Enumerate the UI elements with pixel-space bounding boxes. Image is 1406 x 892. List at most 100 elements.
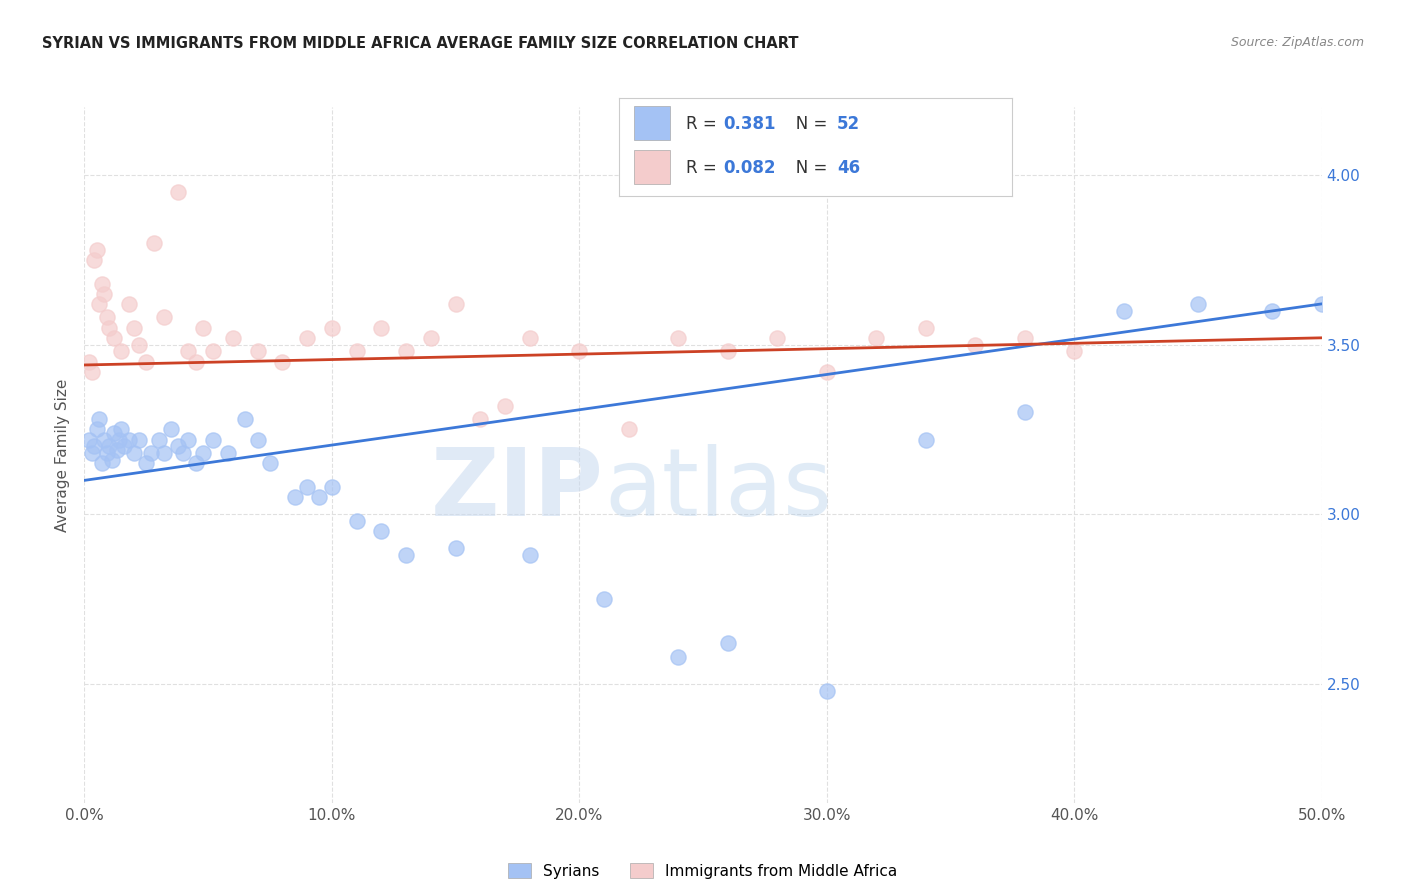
Text: N =: N = — [780, 159, 832, 177]
Point — [295, 331, 318, 345]
Point — [346, 514, 368, 528]
Point — [395, 344, 418, 359]
Point — [233, 412, 256, 426]
Point — [98, 320, 121, 334]
Text: 0.381: 0.381 — [723, 115, 776, 133]
Text: 0.082: 0.082 — [723, 159, 776, 177]
Point — [135, 457, 157, 471]
Point — [191, 320, 214, 334]
Point — [346, 344, 368, 359]
Point — [128, 337, 150, 351]
Point — [172, 446, 194, 460]
Bar — [634, 150, 669, 185]
Point — [259, 457, 281, 471]
Point — [494, 399, 516, 413]
Point — [419, 331, 441, 345]
Point — [1014, 405, 1036, 419]
Point — [1112, 303, 1135, 318]
Point — [370, 524, 392, 539]
Point — [191, 446, 214, 460]
Point — [202, 344, 225, 359]
Point — [666, 649, 689, 664]
Point — [865, 331, 887, 345]
Point — [79, 354, 101, 368]
Point — [141, 446, 163, 460]
Point — [105, 442, 128, 457]
Point — [108, 433, 131, 447]
Point — [98, 439, 121, 453]
Point — [1187, 297, 1209, 311]
Point — [142, 235, 165, 250]
Point — [815, 683, 838, 698]
Text: R =: R = — [686, 159, 721, 177]
Point — [160, 422, 183, 436]
Point — [79, 433, 101, 447]
Point — [148, 433, 170, 447]
Point — [593, 592, 616, 607]
Text: ZIP: ZIP — [432, 443, 605, 536]
Point — [1310, 297, 1333, 311]
Y-axis label: Average Family Size: Average Family Size — [55, 378, 70, 532]
Point — [717, 636, 740, 650]
Point — [717, 344, 740, 359]
Point — [152, 310, 174, 325]
Point — [118, 433, 141, 447]
Point — [1014, 331, 1036, 345]
Point — [568, 344, 591, 359]
Point — [295, 480, 318, 494]
Point — [128, 433, 150, 447]
Point — [308, 491, 330, 505]
Point — [100, 453, 122, 467]
Point — [321, 320, 343, 334]
Text: SYRIAN VS IMMIGRANTS FROM MIDDLE AFRICA AVERAGE FAMILY SIZE CORRELATION CHART: SYRIAN VS IMMIGRANTS FROM MIDDLE AFRICA … — [42, 36, 799, 51]
Point — [83, 439, 105, 453]
Point — [965, 337, 987, 351]
Point — [617, 422, 640, 436]
Point — [167, 185, 190, 199]
Point — [80, 365, 103, 379]
Point — [93, 433, 115, 447]
Point — [152, 446, 174, 460]
Point — [370, 320, 392, 334]
Point — [222, 331, 245, 345]
Point — [177, 433, 200, 447]
Point — [86, 422, 108, 436]
Point — [103, 425, 125, 440]
Legend: Syrians, Immigrants from Middle Africa: Syrians, Immigrants from Middle Africa — [509, 863, 897, 879]
Point — [271, 354, 294, 368]
Point — [815, 365, 838, 379]
Point — [470, 412, 492, 426]
Point — [284, 491, 307, 505]
Point — [321, 480, 343, 494]
Point — [86, 243, 108, 257]
Point — [110, 344, 132, 359]
Point — [89, 412, 111, 426]
Point — [766, 331, 789, 345]
Point — [118, 297, 141, 311]
Point — [96, 446, 118, 460]
Point — [246, 344, 269, 359]
Point — [444, 541, 467, 556]
Point — [519, 331, 541, 345]
Text: 52: 52 — [837, 115, 860, 133]
Point — [519, 548, 541, 562]
Point — [1261, 303, 1284, 318]
Point — [1063, 344, 1085, 359]
Point — [184, 354, 207, 368]
Point — [90, 277, 112, 291]
Point — [666, 331, 689, 345]
Point — [83, 252, 105, 267]
Text: Source: ZipAtlas.com: Source: ZipAtlas.com — [1230, 36, 1364, 49]
Point — [110, 422, 132, 436]
Point — [444, 297, 467, 311]
Point — [103, 331, 125, 345]
Point — [89, 297, 111, 311]
Bar — [634, 106, 669, 140]
Point — [217, 446, 239, 460]
Text: 46: 46 — [837, 159, 860, 177]
Point — [93, 286, 115, 301]
Point — [914, 433, 936, 447]
Point — [202, 433, 225, 447]
Point — [96, 310, 118, 325]
Point — [167, 439, 190, 453]
